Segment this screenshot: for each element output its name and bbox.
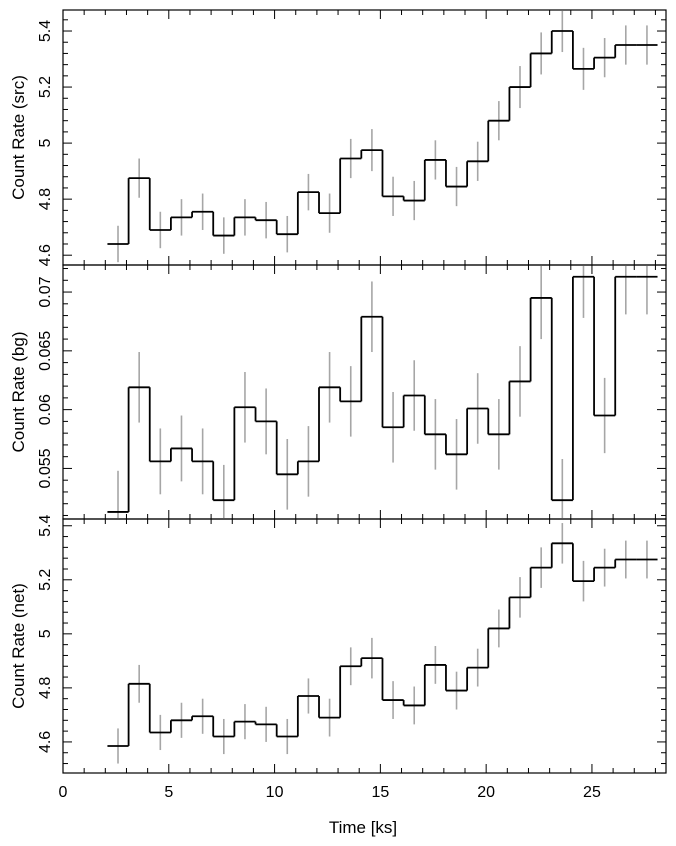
y-tick-label: 5.2 [37, 569, 54, 591]
x-tick-label: 15 [371, 784, 389, 801]
y-tick-label: 0.055 [37, 448, 54, 488]
y-tick-label: 4.8 [37, 677, 54, 699]
y-axis-title-net: Count Rate (net) [9, 583, 28, 709]
y-tick-label: 5 [37, 139, 54, 148]
x-axis-title: Time [ks] [329, 818, 397, 837]
y-tick-label: 0.065 [37, 331, 54, 371]
panel-bg-frame [62, 264, 667, 520]
x-tick-label: 5 [164, 784, 173, 801]
y-tick-label: 4.8 [37, 188, 54, 210]
y-axis-title-bg: Count Rate (bg) [9, 332, 28, 453]
x-tick-label: 20 [477, 784, 495, 801]
x-tick-label: 10 [266, 784, 284, 801]
panel-net: 4.6 4.8 5 5.2 5.4 Count Rate (net) [9, 515, 667, 774]
panel-net-frame [62, 518, 667, 774]
panel-bg: 0.055 0.06 0.065 0.07 Count Rate (bg) [9, 264, 667, 520]
y-tick-label: 5 [37, 629, 54, 638]
y-axis-title-src: Count Rate (src) [9, 75, 28, 200]
y-tick-label: 0.06 [37, 394, 54, 425]
x-tick-label: 25 [583, 784, 601, 801]
y-tick-label: 4.6 [37, 244, 54, 266]
y-tick-label: 0.07 [37, 276, 54, 307]
panel-src-frame [62, 9, 667, 266]
y-tick-label: 4.6 [37, 731, 54, 753]
x-tick-label: 0 [59, 784, 68, 801]
y-tick-label: 5.2 [37, 76, 54, 98]
y-tick-label: 5.4 [37, 20, 54, 42]
y-tick-label: 5.4 [37, 515, 54, 537]
panel-src: 4.6 4.8 5 5.2 5.4 Count Rate (src) [9, 9, 667, 266]
